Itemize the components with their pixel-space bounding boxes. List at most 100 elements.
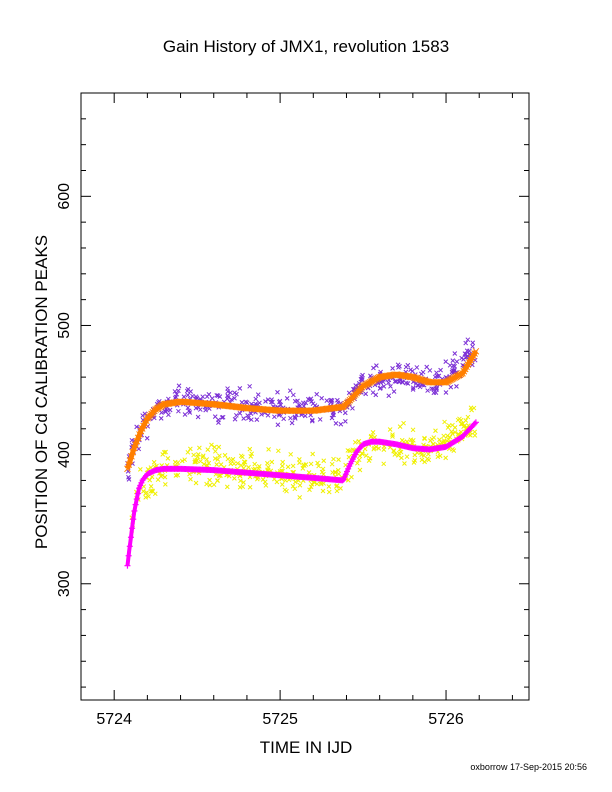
scatter-point [225, 386, 230, 391]
scatter-point [247, 446, 253, 452]
scatter-point [417, 384, 423, 390]
scatter-point [162, 482, 168, 487]
scatter-point [275, 448, 281, 454]
scatter-point [222, 452, 228, 458]
scatter-point [246, 464, 251, 470]
scatter-point [316, 463, 321, 469]
scatter-point [329, 461, 335, 467]
scatter-point [370, 430, 376, 435]
scatter-point [235, 461, 241, 466]
scatter-point [408, 437, 414, 443]
scatter-point [214, 392, 220, 398]
scatter-point [466, 423, 471, 428]
scatter-point [283, 478, 288, 483]
plot-frame [80, 92, 530, 701]
scatter-point [165, 396, 171, 402]
scatter-point [186, 408, 192, 414]
scatter-point [237, 411, 243, 416]
scatter-point [232, 395, 237, 401]
scatter-point [402, 461, 407, 466]
scatter-point [292, 398, 298, 404]
scatter-point [137, 467, 143, 472]
scatter-point [266, 447, 271, 452]
scatter-point [292, 414, 298, 420]
scatter-point [246, 415, 251, 421]
scatter-point [372, 434, 378, 440]
scatter-point [274, 479, 280, 485]
x-axis-label: TIME IN IJD [260, 738, 353, 757]
scatter-point [308, 412, 313, 418]
scatter-point [463, 418, 469, 423]
scatter-point [156, 398, 162, 404]
scatter-point [265, 412, 271, 418]
scatter-point [320, 466, 326, 472]
scatter-point [310, 451, 316, 457]
scatter-point [405, 381, 411, 386]
scatter-point [193, 405, 199, 411]
scatter-point [159, 410, 164, 416]
scatter-point [218, 473, 223, 478]
scatter-point [277, 398, 283, 404]
scatter-point [346, 454, 352, 460]
scatter-point [386, 393, 392, 399]
scatter-point [429, 386, 435, 392]
scatter-point [362, 446, 368, 452]
scatter-point [172, 459, 178, 465]
scatter-point [346, 390, 352, 396]
scatter-point [438, 367, 443, 373]
scatter-point [419, 452, 424, 458]
scatter-point [265, 460, 270, 466]
scatter-point [176, 383, 182, 389]
scatter-point [338, 421, 344, 427]
scatter-point [307, 487, 312, 493]
scatter-point [252, 461, 258, 467]
scatter-point [435, 454, 441, 460]
scatter-point [145, 467, 151, 472]
scatter-point [465, 337, 471, 343]
y-axis-label: POSITION OF Cd CALIBRATION PEAKS [32, 235, 51, 549]
scatter-point [472, 433, 478, 438]
scatter-point [265, 397, 271, 402]
scatter-point [262, 479, 268, 485]
scatter-point [179, 458, 185, 464]
scatter-point [435, 373, 440, 379]
scatter-point [288, 451, 294, 457]
scatter-point [172, 389, 178, 394]
scatter-point [241, 416, 247, 421]
scatter-point [289, 420, 295, 426]
scatter-point [308, 396, 314, 402]
scatter-point [335, 397, 340, 403]
scatter-point [188, 476, 193, 482]
scatter-point [467, 432, 473, 438]
scatter-point [351, 386, 357, 392]
scatter-point [155, 477, 161, 483]
scatter-point [207, 477, 212, 483]
scatter-point [428, 438, 433, 443]
scatter-point [290, 483, 296, 489]
scatter-point [263, 483, 269, 488]
scatter-point [292, 486, 298, 492]
scatter-point [158, 415, 164, 421]
scatter-point [219, 415, 225, 420]
scatter-point [425, 451, 431, 457]
scatter-point [181, 394, 187, 400]
scatter-point [176, 408, 181, 414]
scatter-point [472, 357, 478, 363]
scatter-point [216, 444, 222, 450]
scatter-point [373, 392, 379, 398]
scatter-point [245, 413, 250, 418]
scatter-point [461, 424, 466, 430]
scatter-point [216, 473, 222, 479]
y-tick-label: 600 [56, 183, 73, 210]
scatter-point [309, 417, 315, 423]
scatter-point [404, 454, 410, 460]
scatter-point [279, 463, 285, 469]
scatter-point [255, 392, 261, 398]
scatter-point [237, 386, 243, 391]
scatter-point [217, 394, 223, 399]
scatter-point [238, 453, 244, 459]
scatter-point [254, 476, 260, 482]
scatter-point [216, 417, 221, 423]
scatter-point [363, 453, 369, 459]
